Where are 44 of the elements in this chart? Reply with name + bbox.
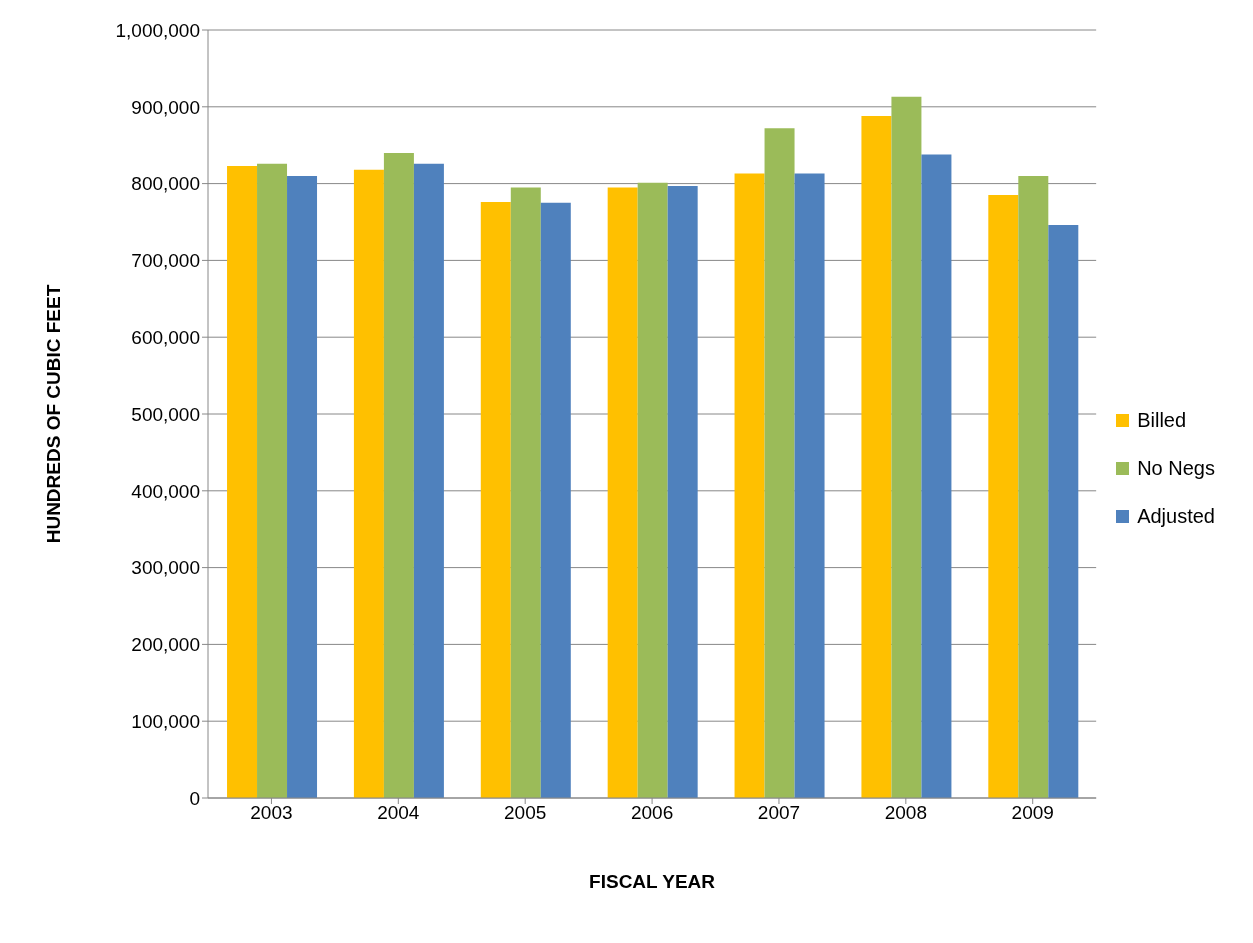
legend-label: Adjusted (1137, 504, 1215, 529)
bar (540, 202, 571, 798)
bar (667, 185, 698, 798)
bar (353, 169, 384, 798)
bar (287, 175, 318, 798)
y-tick-label: 300,000 (131, 557, 200, 579)
x-axis-title: FISCAL YEAR (589, 871, 716, 892)
bar (227, 165, 258, 798)
x-tick-label: 2004 (377, 802, 420, 824)
y-tick-label: 1,000,000 (115, 19, 200, 41)
x-tick-label: 2008 (884, 802, 927, 824)
y-tick-label: 900,000 (131, 96, 200, 118)
bar (861, 116, 892, 798)
bar (607, 187, 638, 798)
bar (413, 163, 444, 798)
y-tick-label: 400,000 (131, 480, 200, 502)
y-tick-label: 500,000 (131, 403, 200, 425)
x-tick-label: 2005 (504, 802, 547, 824)
x-tick-label: 2003 (250, 802, 293, 824)
bar (794, 173, 825, 798)
y-tick-label: 600,000 (131, 326, 200, 348)
bar (510, 187, 541, 798)
bar (921, 154, 952, 798)
bar (764, 128, 795, 798)
y-axis-title: HUNDREDS OF CUBIC FEET (42, 284, 64, 544)
bar (734, 173, 765, 798)
y-tick-label: 100,000 (131, 710, 200, 732)
legend-label: Billed (1137, 408, 1187, 433)
y-tick-label: 700,000 (131, 250, 200, 272)
bar (637, 182, 668, 798)
y-tick-label: 800,000 (131, 173, 200, 195)
y-tick-label: 0 (189, 787, 200, 809)
x-tick-label: 2007 (757, 802, 801, 824)
bar (480, 202, 511, 798)
y-tick-label: 200,000 (131, 634, 200, 656)
bar (257, 163, 288, 798)
legend-label: No Negs (1137, 456, 1215, 481)
bar (988, 195, 1019, 798)
bar (1018, 175, 1049, 798)
x-tick-label: 2006 (630, 802, 674, 824)
bar (383, 152, 414, 798)
bar (1048, 225, 1079, 798)
x-tick-label: 2009 (1011, 802, 1054, 824)
bar (891, 96, 922, 798)
